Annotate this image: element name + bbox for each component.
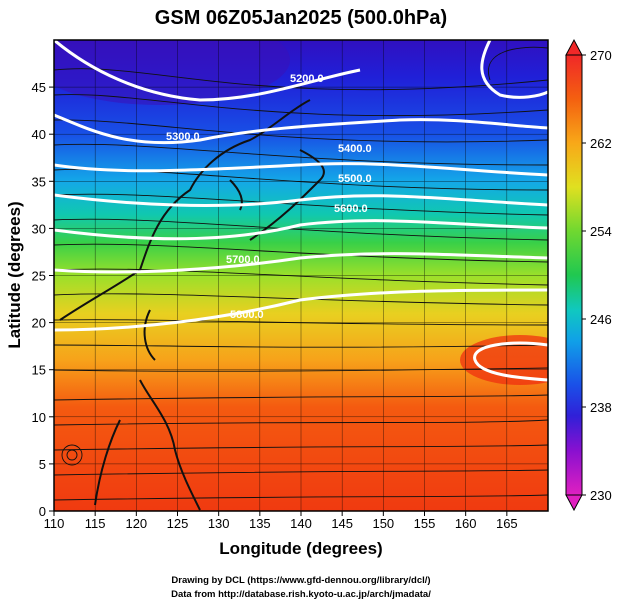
contour-label: 5500.0 xyxy=(338,173,372,185)
y-tick-label: 20 xyxy=(32,316,46,331)
colorbar-tick-label: 246 xyxy=(590,312,612,327)
contour-label: 5300.0 xyxy=(166,131,200,143)
x-tick-label: 155 xyxy=(414,516,436,531)
x-tick-label: 165 xyxy=(496,516,518,531)
x-tick-label: 125 xyxy=(167,516,189,531)
x-axis: 110 115 120 125 130 135 140 145 150 155 160 165 xyxy=(44,511,518,531)
x-tick-label: 110 xyxy=(44,516,65,531)
cold-core xyxy=(54,40,290,105)
plot-area xyxy=(54,40,548,511)
y-tick-label: 0 xyxy=(39,504,46,519)
x-tick-label: 115 xyxy=(85,516,106,531)
x-axis-label: Longitude (degrees) xyxy=(219,539,382,558)
colorbar-tick-label: 254 xyxy=(590,224,612,239)
colorbar-top-arrow xyxy=(565,38,583,56)
colorbar-tick-label: 270 xyxy=(590,48,612,63)
x-tick-label: 150 xyxy=(372,516,394,531)
y-tick-label: 10 xyxy=(32,410,46,425)
contour-labels: 5200.0 5300.0 5400.0 5500.0 5600.0 5700.… xyxy=(166,73,372,321)
y-tick-label: 30 xyxy=(32,221,46,236)
contour-label: 5600.0 xyxy=(334,203,368,215)
x-tick-label: 135 xyxy=(249,516,271,531)
x-tick-label: 140 xyxy=(290,516,312,531)
colorbar: 230 238 246 254 262 270 xyxy=(565,38,612,512)
x-tick-label: 120 xyxy=(125,516,147,531)
colorbar-scale xyxy=(565,54,583,496)
contour-label: 5200.0 xyxy=(290,73,324,85)
contour-label: 5800.0 xyxy=(230,309,264,321)
y-tick-label: 40 xyxy=(32,127,46,142)
contour-lines xyxy=(54,40,548,382)
y-axis-label: Latitude (degrees) xyxy=(5,201,24,348)
colorbar-ticks: 230 238 246 254 262 270 xyxy=(582,48,612,503)
x-tick-label: 145 xyxy=(331,516,353,531)
y-tick-label: 15 xyxy=(32,363,46,378)
grid-lines xyxy=(54,40,548,511)
chart-title: GSM 06Z05Jan2025 (500.0hPa) xyxy=(155,7,447,29)
x-tick-label: 160 xyxy=(455,516,477,531)
credit-line-2: Data from http://database.rish.kyoto-u.a… xyxy=(171,589,431,600)
x-tick-label: 130 xyxy=(208,516,230,531)
y-tick-label: 45 xyxy=(32,80,46,95)
colorbar-tick-label: 262 xyxy=(590,136,612,151)
y-tick-label: 25 xyxy=(32,269,46,284)
contour-label: 5400.0 xyxy=(338,143,372,155)
colorbar-tick-label: 230 xyxy=(590,488,612,503)
wind-streamlines xyxy=(54,46,548,501)
colorbar-tick-label: 238 xyxy=(590,400,612,415)
colorbar-bottom-arrow xyxy=(565,494,583,512)
contour-label: 5700.0 xyxy=(226,254,260,266)
y-tick-label: 5 xyxy=(39,457,46,472)
y-axis: 0 5 10 15 20 25 30 35 40 45 xyxy=(32,80,54,519)
credit-line-1: Drawing by DCL (https://www.gfd-dennou.o… xyxy=(171,575,430,586)
y-tick-label: 35 xyxy=(32,174,46,189)
